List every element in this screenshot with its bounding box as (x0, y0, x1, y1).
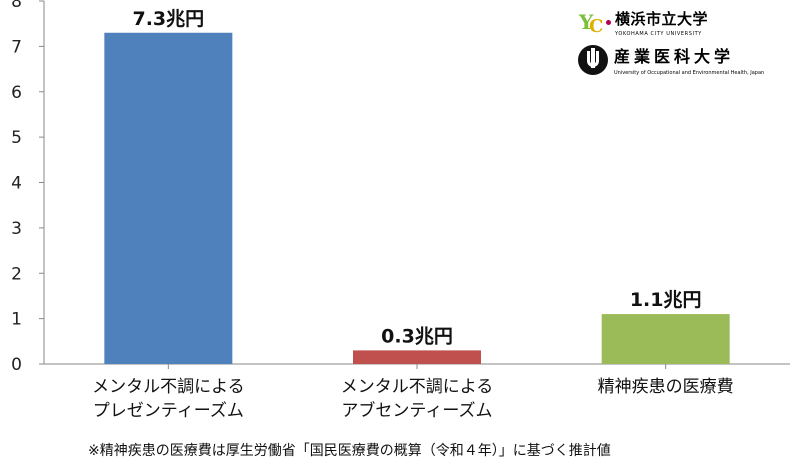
y-tick-label: 7 (11, 37, 22, 57)
data-label: 1.1兆円 (630, 289, 702, 311)
uoeh-name: 産業医科大学 (614, 47, 735, 66)
ycu-name: 横浜市立大学 (615, 10, 709, 28)
category-label: プレゼンティーズム (93, 401, 244, 421)
y-tick-label: 6 (11, 83, 22, 103)
y-tick-label: 0 (11, 355, 22, 375)
y-tick-label: 1 (11, 310, 22, 330)
ycu-dot-icon (606, 20, 611, 25)
category-label: メンタル不調による (341, 377, 494, 397)
uoeh-emblem-icon (578, 44, 608, 75)
category-label: メンタル不調による (92, 377, 245, 397)
data-labels: 7.3兆円 0.3兆円 1.1兆円 (132, 8, 701, 348)
bar (353, 350, 481, 364)
category-labels: メンタル不調によるプレゼンティーズムメンタル不調によるアブセンティーズム精神疾患… (92, 377, 734, 421)
y-tick-label: 4 (11, 174, 22, 194)
bars (104, 32, 730, 369)
category-label: 精神疾患の医療費 (598, 377, 734, 397)
data-label: 7.3兆円 (132, 8, 204, 30)
ycu-english-name: YOKOHAMA CITY UNIVERSITY (615, 31, 702, 37)
y-tick-label: 5 (11, 128, 22, 148)
category-label: アブセンティーズム (341, 400, 492, 421)
footnote: ※精神疾患の医療費は厚生労働省「国民医療費の概算（令和４年）」に基づく推計値 (88, 443, 611, 459)
data-label: 0.3兆円 (381, 325, 453, 347)
y-tick-label: 2 (11, 264, 22, 284)
y-tick-label: 3 (11, 219, 22, 239)
y-tick-label: 8 (11, 0, 22, 12)
bar (601, 314, 730, 364)
bar (104, 32, 233, 364)
uoeh-english-name: University of Occupational and Environme… (614, 70, 765, 76)
uoeh-logo: 産業医科大学 University of Occupational and En… (578, 43, 803, 76)
